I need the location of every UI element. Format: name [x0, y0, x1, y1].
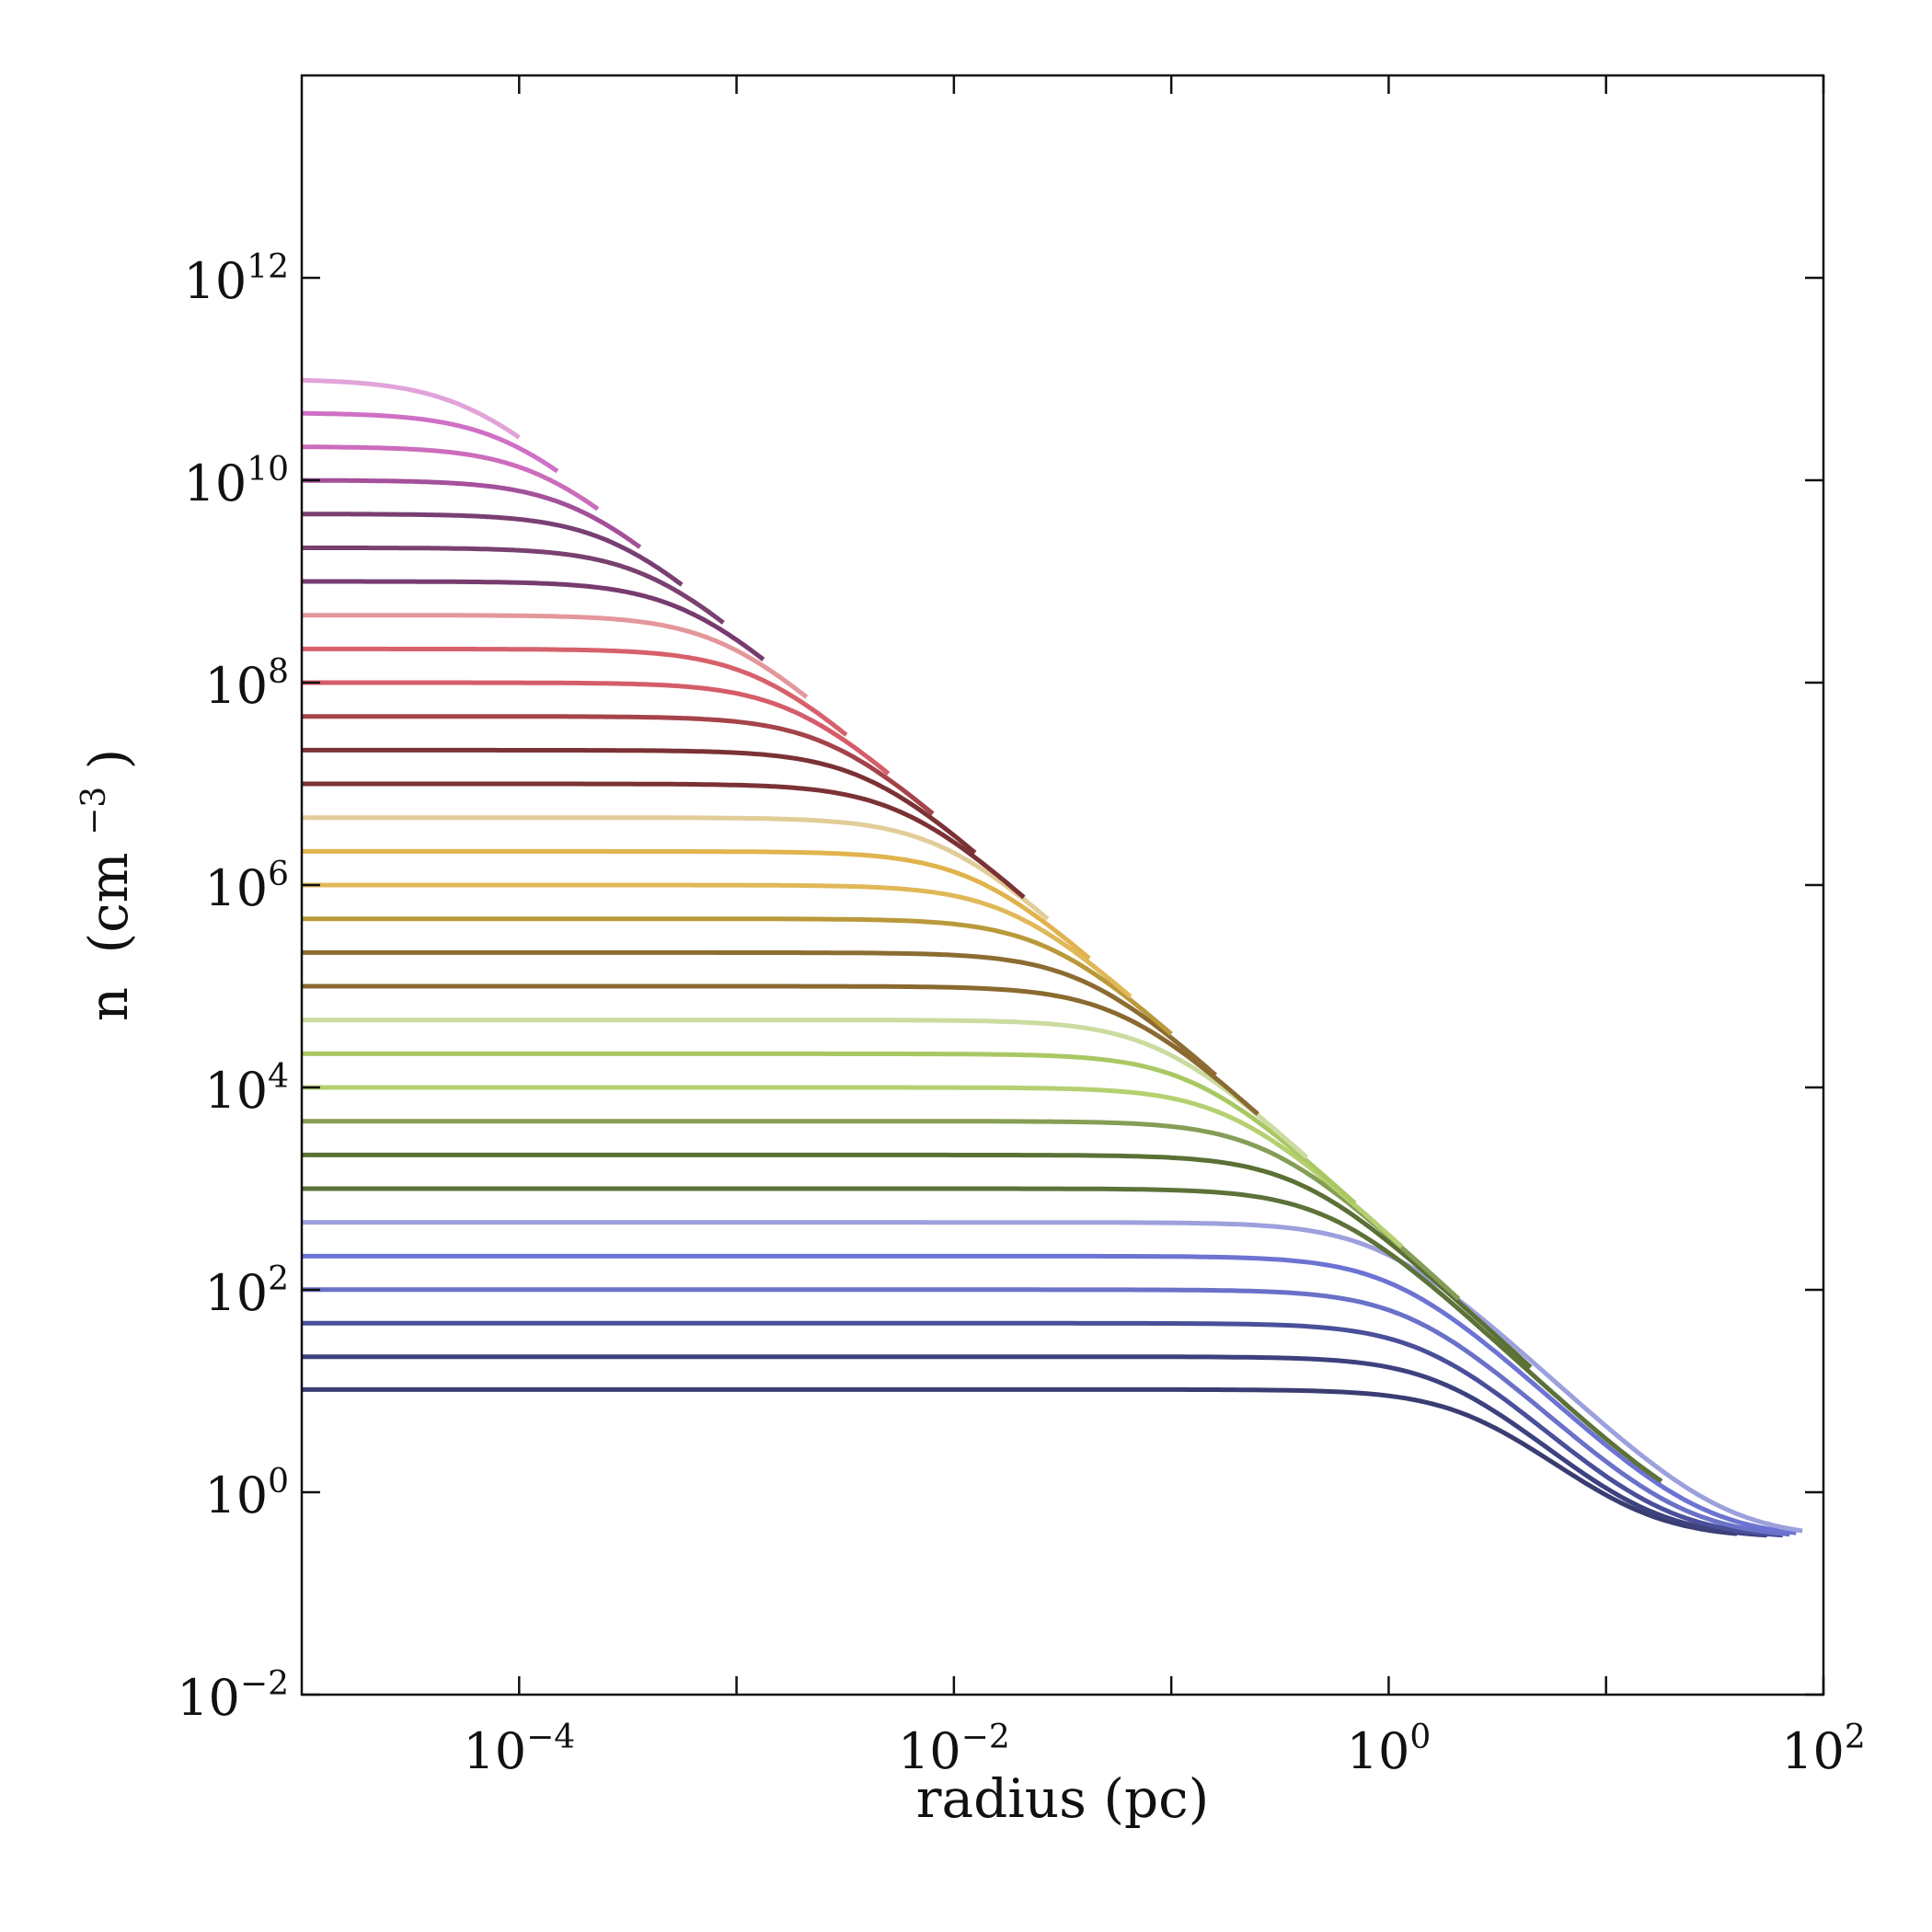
y-tick-label: 104: [204, 1058, 289, 1120]
density-profile-line-31: [301, 377, 521, 440]
density-profile-line-20: [302, 747, 977, 855]
density-profile-line-10: [302, 1085, 1404, 1249]
y-axis-title-unit-open: (cm: [77, 852, 140, 953]
density-profile-line-14: [302, 949, 1218, 1077]
density-profile-line-21: [302, 714, 935, 816]
y-axis-title-unit-close: ): [77, 749, 140, 770]
density-profile-line-17: [302, 848, 1091, 960]
x-tick-label: 100: [1347, 1719, 1432, 1780]
plot-frame: [300, 74, 1825, 1696]
density-profile-line-9: [302, 1119, 1461, 1301]
density-profile-line-1: [302, 1386, 1738, 1536]
density-profile-line-13: [302, 983, 1259, 1116]
density-profile-line-8: [302, 1152, 1533, 1369]
density-profile-line-6: [302, 1220, 1803, 1534]
density-profile-line-30: [301, 410, 559, 474]
y-tick-label: 102: [204, 1260, 289, 1322]
y-tick-label: 108: [204, 653, 289, 715]
density-profile-line-28: [301, 477, 642, 549]
density-profile-line-23: [302, 646, 848, 737]
x-tick-label: 10−2: [898, 1719, 1010, 1780]
y-tick-label: 1012: [183, 248, 289, 310]
density-profile-line-25: [302, 579, 765, 661]
density-profile-line-15: [302, 916, 1173, 1036]
density-profile-line-5: [302, 1253, 1797, 1535]
density-profile-line-29: [301, 444, 600, 512]
density-profile-line-7: [302, 1186, 1663, 1484]
x-tick-label: 102: [1781, 1719, 1866, 1780]
y-tick-label: 10−2: [177, 1665, 289, 1727]
density-profile-line-3: [302, 1320, 1783, 1538]
density-profile-line-18: [302, 815, 1050, 921]
y-axis-title-main: n: [77, 987, 140, 1021]
y-tick-label: 100: [204, 1463, 289, 1524]
density-profile-line-27: [302, 512, 684, 587]
density-profile-line-12: [302, 1018, 1309, 1159]
x-axis-title: radius (pc): [916, 1767, 1209, 1830]
density-profile-line-16: [302, 882, 1133, 999]
series-layer: [301, 377, 1803, 1538]
density-profile-line-11: [302, 1051, 1357, 1205]
density-profile-line-2: [302, 1354, 1767, 1538]
labels-layer: 10−4 10−2 100 102 10−2 100 102 104 106 108 1010 101…: [177, 248, 1866, 1780]
y-axis-title-unit-exp: −3: [75, 787, 113, 835]
y-tick-label: 1010: [183, 451, 289, 512]
x-tick-label: 10−4: [463, 1719, 575, 1780]
density-profile-line-19: [302, 781, 1026, 900]
density-profile-line-26: [302, 546, 725, 625]
density-profile-line-4: [302, 1287, 1790, 1537]
y-axis-title: n (cm −3 ): [55, 749, 140, 1022]
density-profile-line-22: [302, 680, 891, 776]
y-tick-label: 106: [204, 856, 289, 917]
density-profile-line-24: [302, 613, 809, 699]
